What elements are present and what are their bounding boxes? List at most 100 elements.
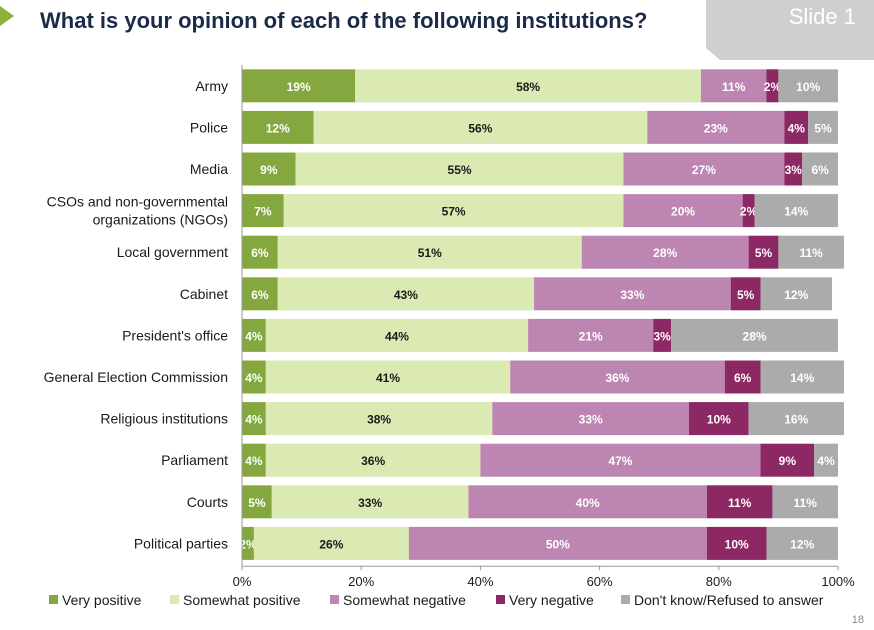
slide-tab: Slide 1 [706,0,874,60]
bar-somewhat-negative [408,526,707,560]
bar-very-positive [242,277,278,311]
bar-don-t-know-refused-to-answer [760,277,833,311]
data-label: 10% [796,80,820,94]
bar-somewhat-positive [295,152,624,186]
category-label: Cabinet [180,286,228,302]
category-label: Police [190,119,228,135]
data-label: 50% [546,537,570,551]
category-label: Religious institutions [100,411,228,427]
data-label: 10% [707,413,731,427]
bar-very-negative [784,110,809,144]
data-label: 3% [654,329,672,343]
data-label: 21% [579,329,603,343]
legend-swatch [170,595,179,604]
bar-somewhat-positive [265,318,529,352]
data-label: 51% [418,246,442,260]
x-tick-label: 80% [706,574,732,589]
data-label: 23% [704,121,728,135]
data-label: 14% [784,205,808,219]
bar-very-positive [242,152,296,186]
data-label: 55% [448,163,472,177]
data-label: 12% [784,288,808,302]
data-label: 2% [239,537,257,551]
category-label: CSOs and non-governmental organizations (… [47,194,228,228]
slide-tab-shape [706,0,874,60]
bar-somewhat-negative [528,318,654,352]
bar-very-negative [653,318,672,352]
data-label: 9% [260,163,278,177]
data-label: 9% [779,454,797,468]
category-label: General Election Commission [44,369,228,385]
x-tick-label: 100% [821,574,855,589]
data-label: 20% [671,205,695,219]
bar-very-negative [724,360,761,394]
bar-somewhat-negative [510,360,725,394]
bar-don-t-know-refused-to-answer [748,402,844,436]
x-tick-label: 40% [467,574,493,589]
data-label: 6% [811,163,829,177]
bar-very-positive [242,360,266,394]
data-label: 40% [576,496,600,510]
bar-very-negative [689,402,749,436]
bar-somewhat-positive [277,235,582,269]
bar-don-t-know-refused-to-answer [814,443,838,477]
bar-don-t-know-refused-to-answer [808,110,838,144]
bar-don-t-know-refused-to-answer [766,526,838,560]
page-title: What is your opinion of each of the foll… [40,8,648,33]
bar-somewhat-positive [265,360,511,394]
data-label: 4% [245,454,263,468]
bar-very-negative [706,526,767,560]
data-label: 12% [790,537,814,551]
bar-don-t-know-refused-to-answer [772,485,838,519]
bar-very-negative [730,277,761,311]
data-label: 11% [728,496,752,510]
data-label: 36% [605,371,629,385]
bar-very-positive [242,443,266,477]
bar-somewhat-negative [623,194,743,228]
bar-somewhat-negative [700,69,767,103]
legend-label: Don't know/Refused to answer [634,592,824,608]
bar-don-t-know-refused-to-answer [802,152,838,186]
category-label: Local government [117,244,228,260]
bar-somewhat-negative [623,152,785,186]
data-label: 57% [442,205,466,219]
bar-don-t-know-refused-to-answer [778,69,838,103]
bar-somewhat-negative [647,110,785,144]
bar-somewhat-positive [253,526,409,560]
data-label: 44% [385,329,409,343]
data-label: 6% [251,288,269,302]
category-label: Courts [187,494,228,510]
legend-swatch [330,595,339,604]
data-label: 27% [692,163,716,177]
bar-very-positive [242,485,272,519]
data-label: 4% [245,371,263,385]
data-label: 47% [608,454,632,468]
data-label: 38% [367,413,391,427]
data-label: 58% [516,80,540,94]
bar-very-negative [760,443,815,477]
data-label: 10% [725,537,749,551]
data-label: 14% [790,371,814,385]
data-label: 7% [254,205,272,219]
bar-somewhat-positive [265,402,493,436]
data-label: 4% [817,454,835,468]
bar-somewhat-positive [355,69,701,103]
bar-somewhat-negative [468,485,707,519]
data-label: 11% [794,496,818,510]
data-label: 12% [266,121,290,135]
category-label: Media [190,161,228,177]
slide-label: Slide 1 [788,4,856,29]
x-tick-label: 0% [233,574,252,589]
legend-label: Somewhat negative [343,592,466,608]
bar-somewhat-negative [534,277,731,311]
data-label: 5% [755,246,773,260]
data-label: 36% [361,454,385,468]
data-label: 41% [376,371,400,385]
bar-very-positive [242,235,278,269]
category-label: Parliament [161,452,228,468]
data-label: 11% [722,80,746,94]
data-label: 33% [358,496,382,510]
category-label: President's office [122,327,228,343]
bar-somewhat-positive [277,277,535,311]
data-label: 4% [245,413,263,427]
